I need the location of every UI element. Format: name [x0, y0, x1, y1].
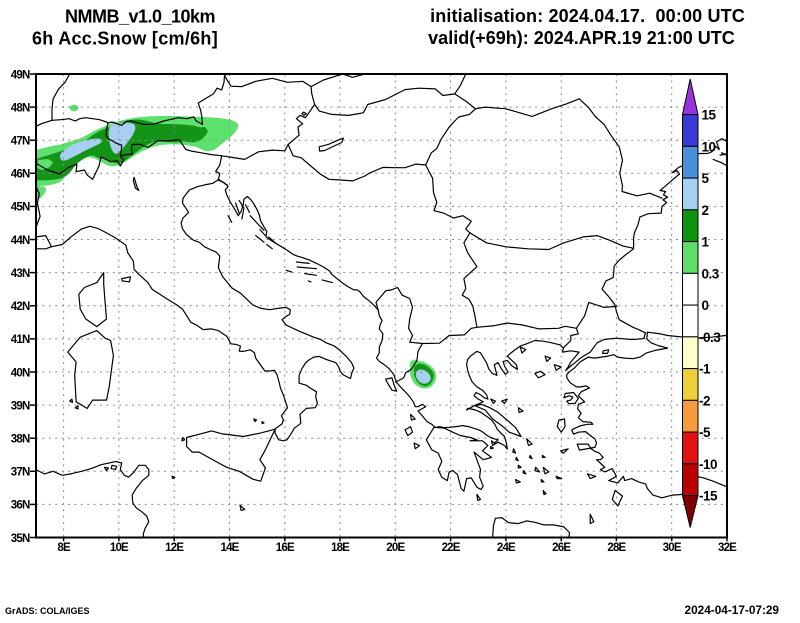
svg-text:GrADS: COLA/IGES: GrADS: COLA/IGES	[5, 606, 90, 616]
svg-text:36N: 36N	[11, 500, 30, 512]
svg-text:2: 2	[702, 203, 709, 218]
svg-text:44N: 44N	[11, 235, 30, 247]
svg-text:45N: 45N	[11, 202, 30, 214]
svg-text:-10: -10	[699, 457, 717, 472]
svg-text:46N: 46N	[11, 169, 30, 181]
svg-text:0: 0	[702, 298, 709, 313]
svg-text:42N: 42N	[11, 301, 30, 313]
svg-text:32E: 32E	[718, 542, 737, 554]
svg-text:39N: 39N	[11, 400, 30, 412]
svg-text:20E: 20E	[386, 542, 405, 554]
svg-text:-15: -15	[699, 489, 718, 504]
svg-text:43N: 43N	[11, 268, 30, 280]
svg-text:NMMB_v1.0_10km: NMMB_v1.0_10km	[65, 6, 215, 26]
svg-text:49N: 49N	[11, 69, 30, 81]
svg-text:-0.3: -0.3	[699, 330, 721, 345]
svg-text:18E: 18E	[331, 542, 350, 554]
svg-text:10E: 10E	[110, 542, 129, 554]
svg-text:22E: 22E	[442, 542, 461, 554]
svg-text:-1: -1	[699, 362, 711, 377]
svg-text:8E: 8E	[57, 542, 71, 554]
svg-text:37N: 37N	[11, 467, 30, 479]
svg-text:26E: 26E	[552, 542, 571, 554]
svg-text:initialisation: 2024.04.17. 0: initialisation: 2024.04.17. 00:00 UTC	[430, 6, 745, 26]
svg-text:30E: 30E	[663, 542, 682, 554]
svg-text:0.3: 0.3	[702, 266, 720, 281]
svg-text:41N: 41N	[11, 334, 30, 346]
svg-text:-5: -5	[699, 425, 711, 440]
svg-text:valid(+69h): 2024.APR.19 21:00: valid(+69h): 2024.APR.19 21:00 UTC	[428, 28, 735, 48]
svg-text:-2: -2	[699, 393, 710, 408]
svg-text:35N: 35N	[11, 533, 30, 545]
svg-text:40N: 40N	[11, 367, 30, 379]
svg-text:14E: 14E	[220, 542, 239, 554]
svg-text:47N: 47N	[11, 136, 30, 148]
svg-text:10: 10	[702, 139, 716, 154]
svg-text:38N: 38N	[11, 434, 30, 446]
svg-text:48N: 48N	[11, 102, 30, 114]
svg-text:6h Acc.Snow [cm/6h]: 6h Acc.Snow [cm/6h]	[32, 29, 218, 49]
svg-text:28E: 28E	[607, 542, 626, 554]
svg-text:15: 15	[702, 108, 717, 123]
svg-text:12E: 12E	[165, 542, 184, 554]
svg-text:5: 5	[702, 171, 710, 186]
svg-text:2024-04-17-07:29: 2024-04-17-07:29	[685, 603, 780, 617]
svg-text:16E: 16E	[276, 542, 295, 554]
svg-text:24E: 24E	[497, 542, 516, 554]
svg-text:1: 1	[702, 235, 710, 250]
